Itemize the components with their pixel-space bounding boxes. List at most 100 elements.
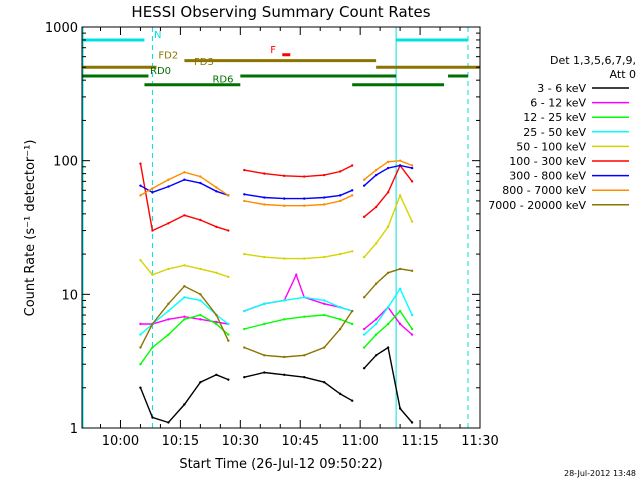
data-point-50-100-kev xyxy=(183,264,186,267)
data-point-300-800-kev xyxy=(263,196,266,199)
data-point-7000-20000-kev xyxy=(139,346,142,349)
data-point-6-12-kev xyxy=(398,322,402,326)
data-point-3-6-kev xyxy=(215,373,218,377)
data-point-3-6-kev xyxy=(139,386,142,389)
data-point-12-25-kev xyxy=(183,318,186,321)
data-point-100-300-kev xyxy=(338,170,342,173)
legend-label-300-800-kev: 300 - 800 keV xyxy=(509,170,586,183)
legend-label-3-6-kev: 3 - 6 keV xyxy=(537,82,586,95)
data-point-300-800-kev xyxy=(139,184,142,187)
data-point-100-300-kev xyxy=(374,205,378,209)
data-point-7000-20000-kev xyxy=(227,339,230,342)
state-label-n: N xyxy=(154,30,161,41)
y-tick-label: 100 xyxy=(53,155,78,170)
data-point-800-7000-kev xyxy=(183,170,186,174)
data-point-800-7000-kev xyxy=(323,203,326,206)
series-line-50-100-kev xyxy=(244,250,353,260)
data-point-25-50-kev xyxy=(386,306,390,309)
data-point-3-6-kev xyxy=(398,407,402,410)
series-12-25-kev xyxy=(139,309,414,366)
data-point-25-50-kev xyxy=(303,296,306,299)
series-line-3-6-kev xyxy=(363,346,413,423)
chart-title: HESSI Observing Summary Count Rates xyxy=(131,3,430,21)
data-point-25-50-kev xyxy=(199,299,202,302)
series-7000-20000-kev xyxy=(139,267,414,359)
data-point-3-6-kev xyxy=(303,375,306,379)
data-point-800-7000-kev xyxy=(199,175,202,178)
legend: Det 1,3,5,6,7,9, Att 0 3 - 6 keV 6 - 12 k… xyxy=(488,54,636,212)
data-point-6-12-kev xyxy=(183,315,186,318)
data-point-7000-20000-kev xyxy=(151,322,154,326)
data-point-100-300-kev xyxy=(283,174,286,178)
data-point-100-300-kev xyxy=(410,180,414,183)
data-point-7000-20000-kev xyxy=(283,355,286,359)
data-point-800-7000-kev xyxy=(167,178,170,181)
data-point-100-300-kev xyxy=(243,168,246,172)
data-point-12-25-kev xyxy=(338,318,342,321)
data-point-100-300-kev xyxy=(362,215,366,219)
legend-header-line-1: Det 1,3,5,6,7,9, xyxy=(550,54,636,67)
legend-label-50-100-kev: 50 - 100 keV xyxy=(516,140,586,153)
x-tick-label: 11:00 xyxy=(341,434,378,449)
data-point-300-800-kev xyxy=(151,191,154,194)
series-line-800-7000-kev xyxy=(363,159,413,181)
y-tick-label: 1 xyxy=(70,422,78,437)
data-point-300-800-kev xyxy=(338,194,342,197)
series-25-50-kev xyxy=(139,287,414,336)
data-point-50-100-kev xyxy=(243,252,246,256)
data-point-12-25-kev xyxy=(323,313,326,317)
state-bar-fd2: FD2 xyxy=(158,51,377,63)
y-tick-label: 1000 xyxy=(45,21,78,36)
data-point-7000-20000-kev xyxy=(398,267,402,271)
state-label-fd2: FD2 xyxy=(158,51,178,62)
plot-frame xyxy=(81,26,481,429)
legend-header-line-2: Att 0 xyxy=(610,68,636,81)
legend-label-6-12-kev: 6 - 12 keV xyxy=(530,97,586,110)
series-100-300-kev xyxy=(139,162,414,232)
data-point-800-7000-kev xyxy=(243,199,246,203)
state-label-f: F xyxy=(270,45,276,56)
data-point-300-800-kev xyxy=(323,196,326,199)
data-point-50-100-kev xyxy=(323,255,326,259)
data-point-12-25-kev xyxy=(362,346,366,349)
data-point-100-300-kev xyxy=(139,162,142,165)
data-point-50-100-kev xyxy=(199,267,202,271)
data-point-12-25-kev xyxy=(227,333,230,336)
series-line-100-300-kev xyxy=(139,163,229,232)
data-point-6-12-kev xyxy=(215,320,218,324)
x-tick-label: 10:15 xyxy=(162,434,199,449)
data-point-25-50-kev xyxy=(167,309,170,313)
legend-label-25-50-kev: 25 - 50 keV xyxy=(523,126,586,139)
data-point-800-7000-kev xyxy=(227,194,230,197)
data-point-7000-20000-kev xyxy=(338,327,342,331)
series-layer xyxy=(139,159,414,424)
data-point-6-12-kev xyxy=(374,318,378,321)
x-tick-label: 11:30 xyxy=(461,434,498,449)
axes: 1 10 100 1000 10:00 10:15 10:30 10:45 11:00 11:15… xyxy=(45,21,499,449)
data-point-3-6-kev xyxy=(183,403,186,406)
series-line-300-800-kev xyxy=(244,189,353,200)
data-point-100-300-kev xyxy=(386,191,390,194)
data-point-800-7000-kev xyxy=(151,187,154,190)
x-tick-label: 11:15 xyxy=(401,434,438,449)
data-point-300-800-kev xyxy=(350,189,354,192)
state-label-rd0: RD0 xyxy=(150,66,171,77)
state-bars-layer: N F FD2 FD3 RD0 RD6 xyxy=(82,30,480,87)
series-line-25-50-kev xyxy=(244,296,353,312)
series-line-3-6-kev xyxy=(139,374,229,424)
legend-label-800-7000-kev: 800 - 7000 keV xyxy=(502,184,586,197)
data-point-50-100-kev xyxy=(283,257,286,260)
data-point-100-300-kev xyxy=(167,222,170,225)
data-point-3-6-kev xyxy=(227,378,230,381)
data-point-300-800-kev xyxy=(398,164,402,167)
data-point-12-25-kev xyxy=(199,313,202,317)
state-bar-fd3: FD3 xyxy=(82,57,480,69)
x-tick-label: 10:30 xyxy=(222,434,259,449)
data-point-300-800-kev xyxy=(283,197,286,200)
data-point-3-6-kev xyxy=(263,371,266,374)
data-point-7000-20000-kev xyxy=(386,271,390,274)
series-3-6-kev xyxy=(139,346,414,424)
data-point-300-800-kev xyxy=(167,185,170,188)
data-point-50-100-kev xyxy=(215,271,218,274)
